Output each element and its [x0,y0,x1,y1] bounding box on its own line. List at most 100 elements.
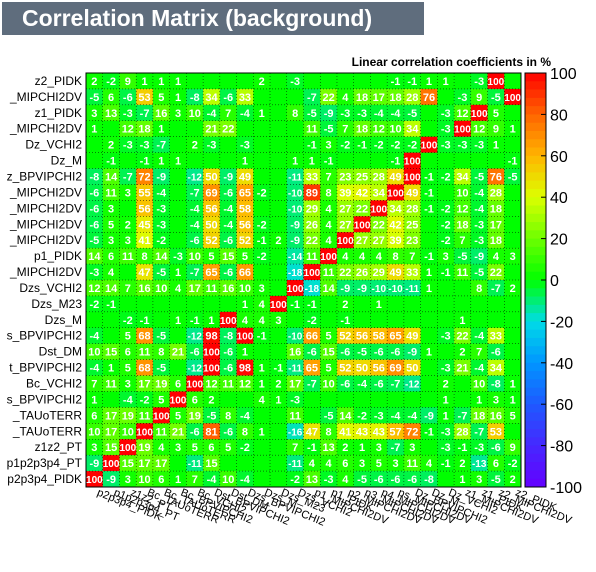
cell-label: 27 [356,235,368,247]
cell-label: -5 [474,172,484,184]
heatmap-cell [186,375,204,392]
cell-label: 22 [339,267,351,279]
cell-label: -5 [156,363,166,375]
heatmap-cell [169,295,187,313]
colorbar-tick-label: -100 [550,480,582,497]
cell-label: 100 [454,125,471,136]
cell-label: 19 [155,379,167,391]
heatmap-cell [136,295,154,313]
cell-label: 55 [138,187,150,199]
cell-label: 11 [222,379,234,391]
heatmap-cell [420,152,438,169]
heatmap-cell [136,455,154,472]
heatmap-cell [387,136,405,153]
heatmap-cell [270,136,288,153]
heatmap-cell [353,88,371,106]
heatmap-cell [152,73,170,90]
cell-label: 1 [376,299,382,311]
heatmap-cell [219,295,237,313]
colorbar-segment [525,164,546,173]
heatmap-cell [353,73,371,90]
heatmap-cell [336,120,354,137]
heatmap-cell [219,232,237,249]
cell-label: -7 [140,108,150,120]
heatmap-cell [487,455,505,472]
heatmap-cell [387,168,405,185]
heatmap-cell [370,311,388,329]
heatmap-cell [102,184,120,201]
cell-label: 2 [108,140,114,152]
heatmap-cell [353,168,371,185]
cell-label: 100 [203,364,220,375]
cell-label: -2 [441,172,451,184]
cell-label: 50 [406,363,418,375]
heatmap-cell [169,184,187,201]
cell-label: 65 [205,267,217,279]
cell-label: 100 [186,380,203,391]
heatmap-cell [270,216,288,233]
heatmap-cell [169,88,187,106]
heatmap-cell [236,359,254,376]
heatmap-cell [320,439,338,456]
heatmap-cell [320,88,338,106]
cell-label: 6 [192,394,198,406]
heatmap-cell [169,73,187,90]
cell-label: -2 [374,140,384,152]
heatmap-cell [387,264,405,281]
cell-label: 19 [189,410,201,422]
heatmap-cell [286,152,304,169]
cell-label: -10 [288,332,303,343]
cell-label: 1 [141,76,147,88]
heatmap-cell [219,136,237,153]
heatmap-cell [470,343,488,360]
cell-label: -3 [441,442,451,454]
cell-label: 34 [490,363,503,375]
heatmap-cell [152,136,170,153]
heatmap-cell [236,407,254,424]
heatmap-cell [152,280,170,297]
heatmap-cell [219,184,237,201]
heatmap-cell [152,168,170,185]
heatmap-cell [504,455,522,472]
heatmap-cell [203,375,221,392]
cell-label: 15 [205,458,217,470]
cell-label: -3 [441,140,451,152]
y-tick-label: Dst_DM [39,345,82,359]
heatmap-cell [387,407,405,424]
heatmap-cell [203,455,221,472]
cell-label: 15 [105,442,117,454]
cell-label: -9 [223,172,233,184]
heatmap-cell [169,264,187,281]
heatmap-cell [236,391,254,408]
cell-label: 3 [510,251,516,263]
heatmap-cell [270,359,288,376]
heatmap-cell [420,136,438,153]
heatmap-cell [219,311,237,329]
heatmap-cell [102,248,120,265]
cell-label: -9 [290,219,300,231]
heatmap-cell [119,184,137,201]
heatmap-cell [270,120,288,137]
cell-label: -13 [472,459,487,470]
heatmap-cell [470,120,488,137]
heatmap-cell [86,343,104,360]
cell-label: -1 [391,156,401,168]
heatmap-cell [470,136,488,153]
cell-label: 4 [175,283,182,295]
cell-label: 15 [222,251,234,263]
cell-label: 34 [406,124,419,136]
heatmap-cell [320,423,338,440]
cell-label: 18 [389,92,401,104]
y-tick-label: Dz_M [51,154,82,168]
cell-label: 3 [376,442,382,454]
heatmap-cell [420,295,438,313]
heatmap-cell [303,152,321,169]
heatmap-cell [270,375,288,392]
heatmap-cell [119,216,137,233]
colorbar-segment [525,462,546,471]
heatmap-cell [320,375,338,392]
cell-label: 100 [488,77,505,88]
cell-label: 22 [322,92,334,104]
cell-label: 2 [342,299,348,311]
colorbar-segment [525,313,546,322]
